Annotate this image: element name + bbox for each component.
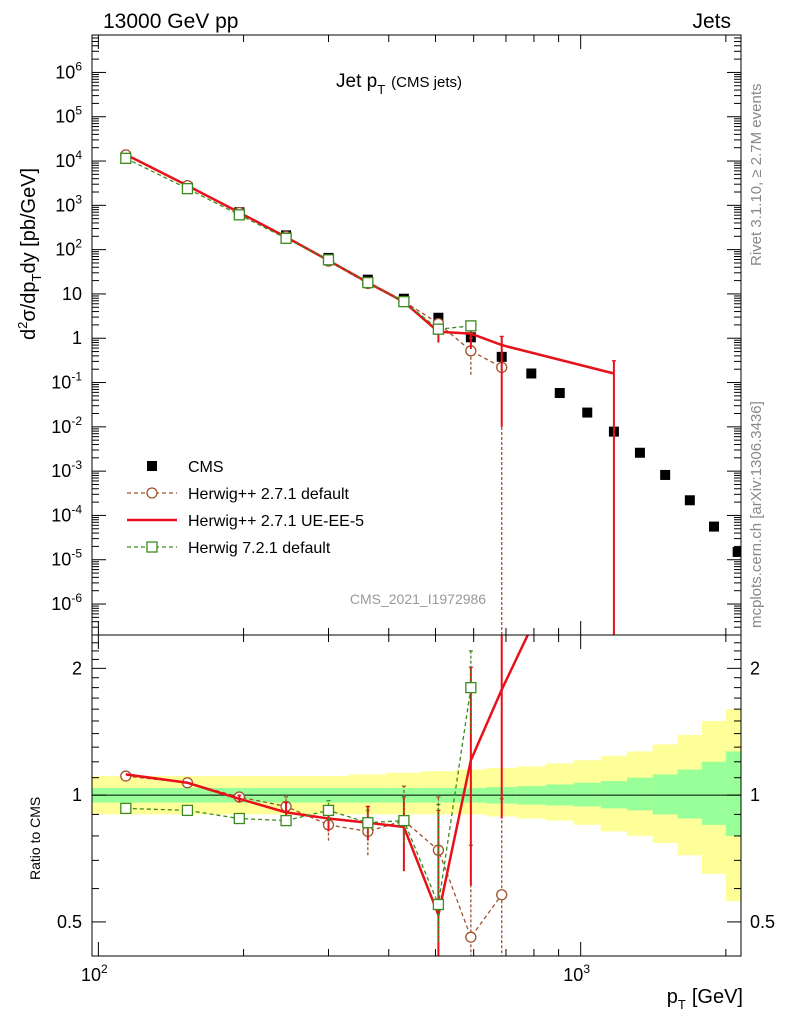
uncertainty-band-inner	[652, 774, 679, 815]
data-point-marker	[362, 276, 374, 289]
y-tick-label: 106	[55, 59, 82, 82]
data-point-marker	[634, 447, 645, 458]
y-tick-label: 10	[62, 284, 82, 304]
series-herwig-7-2-1-default	[120, 152, 477, 335]
main-plot-panel: 10-6 10-5 10-4 10-3 10-2 10-1 1 10 102 103 104 105 1…	[15, 34, 742, 636]
data-point-marker	[120, 152, 132, 164]
data-point-marker	[322, 804, 335, 817]
y-tick-label: 10-4	[51, 502, 82, 525]
y-tick-label: 10-1	[51, 370, 82, 393]
data-point-marker	[322, 254, 335, 266]
legend-label: Herwig++ 2.7.1 default	[188, 486, 350, 503]
uncertainty-band-inner	[573, 782, 602, 807]
data-point-marker	[280, 814, 292, 827]
ratio-plot-panel: 102 103 0.5 0.5 1 1 2 2 Ratio to CMS pT [GeV]	[27, 634, 775, 1012]
data-point-marker	[465, 320, 477, 332]
uncertainty-band-inner	[701, 761, 727, 825]
data-point-marker	[398, 295, 410, 308]
legend-label: Herwig++ 2.7.1 UE-EE-5	[188, 513, 364, 530]
series-line	[125, 775, 503, 939]
data-point-marker	[732, 546, 741, 557]
y-tick-label: 103	[55, 192, 82, 215]
y-tick-label-right: 0.5	[750, 912, 775, 932]
header-left: 13000 GeV pp	[103, 10, 238, 33]
data-point-marker	[233, 209, 245, 221]
data-point-marker	[432, 898, 445, 911]
legend: CMS Herwig++ 2.7.1 default Herwig++ 2.7.1 …	[127, 459, 364, 557]
y-tick-label: 105	[55, 104, 82, 127]
data-point-marker	[709, 521, 720, 532]
legend-item: Herwig 7.2.1 default	[127, 540, 331, 557]
y-tick-label-right: 2	[750, 658, 760, 678]
data-point-marker	[526, 368, 537, 379]
x-tick-label: 102	[81, 962, 108, 985]
y-tick-label: 2	[72, 658, 82, 678]
y-tick-label: 10-5	[51, 547, 82, 570]
ratio-y-axis-label: Ratio to CMS	[27, 797, 43, 880]
rivet-version-label: Rivet 3.1.10, ≥ 2.7M events	[748, 84, 765, 267]
y-tick-label: 1	[72, 785, 82, 805]
data-point-marker	[146, 541, 158, 553]
data-point-marker	[120, 802, 132, 815]
data-point-marker	[554, 388, 565, 399]
data-point-marker	[181, 183, 194, 195]
x-tick-label: 103	[563, 962, 590, 985]
analysis-watermark: CMS_2021_I1972986	[350, 591, 486, 607]
data-point-marker	[147, 461, 157, 471]
y-tick-label: 10-2	[51, 414, 82, 437]
y-tick-label: 102	[55, 237, 82, 260]
header-right: Jets	[692, 10, 731, 33]
series-line	[125, 153, 615, 375]
y-tick-label: 0.5	[57, 912, 82, 932]
y-tick-label: 104	[55, 148, 82, 171]
series-herwig-7-2-1-default	[120, 650, 477, 942]
legend-item: Herwig++ 2.7.1 default	[127, 486, 350, 503]
y-axis-label: d2σ/dpTdy [pb/GeV]	[15, 168, 44, 340]
data-point-marker	[465, 931, 477, 943]
data-point-marker	[398, 814, 410, 827]
uncertainty-band-inner	[677, 769, 703, 819]
data-point-marker	[496, 889, 508, 901]
data-point-marker	[465, 681, 477, 694]
legend-label: CMS	[188, 459, 224, 476]
data-point-marker	[233, 812, 245, 825]
uncertainty-band-inner	[725, 751, 741, 836]
plot-title: Jet pT (CMS jets)	[336, 71, 462, 97]
data-point-marker	[660, 469, 671, 480]
x-axis-label: pT [GeV]	[667, 986, 743, 1012]
data-point-marker	[582, 407, 593, 418]
y-tick-label: 10-3	[51, 458, 82, 481]
legend-item: CMS	[147, 459, 224, 476]
y-tick-label-right: 1	[750, 785, 760, 805]
data-point-marker	[362, 817, 374, 829]
uncertainty-band-inner	[627, 777, 654, 811]
y-tick-label: 1	[72, 328, 82, 348]
data-point-marker	[146, 487, 158, 499]
data-point-marker	[432, 323, 445, 335]
mcplots-reference-label: mcplots.cern.ch [arXiv:1306.3436]	[748, 401, 765, 628]
data-point-marker	[181, 804, 194, 817]
legend-item: Herwig++ 2.7.1 UE-EE-5	[127, 513, 364, 530]
data-point-marker	[433, 312, 444, 323]
legend-label: Herwig 7.2.1 default	[188, 540, 331, 557]
data-point-marker	[684, 495, 695, 506]
data-point-marker	[280, 232, 292, 244]
y-tick-label: 10-6	[51, 591, 82, 614]
